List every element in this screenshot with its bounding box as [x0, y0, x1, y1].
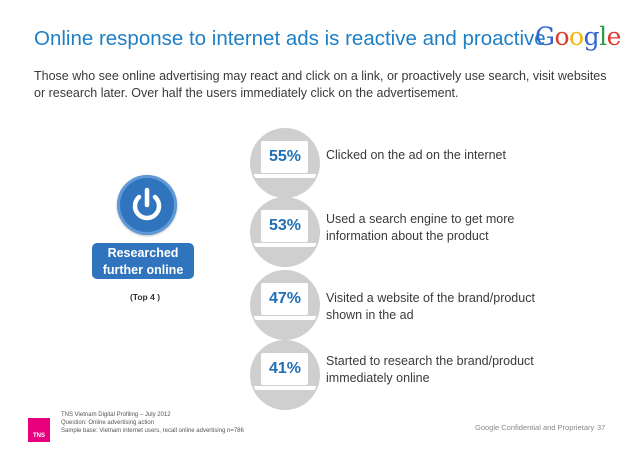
- laptop-base: [254, 386, 316, 390]
- laptop-icon: [261, 353, 308, 385]
- logo-letter: e: [606, 22, 622, 51]
- laptop-base: [254, 316, 316, 320]
- stat-percent: 47%: [268, 290, 302, 307]
- laptop-icon: [261, 141, 308, 173]
- top-four-note: (Top 4 ): [129, 292, 161, 302]
- page-subtitle: Those who see online advertising may rea…: [34, 69, 607, 100]
- researched-badge: Researched further online: [92, 243, 194, 279]
- logo-letter: l: [599, 22, 607, 51]
- page-title: Online response to internet ads is react…: [34, 27, 546, 50]
- confidential-notice: Google Confidential and Proprietary: [475, 423, 595, 432]
- laptop-base: [254, 174, 316, 178]
- stat-line: Clicked on the ad on the internet: [326, 148, 506, 162]
- badge-line: Researched: [107, 246, 179, 260]
- stat-circle: 53%: [250, 197, 320, 267]
- stat-line: immediately online: [326, 371, 430, 385]
- stat-circle: 55%: [250, 128, 320, 198]
- logo-letter: o: [569, 22, 584, 51]
- stat-line: shown in the ad: [326, 308, 414, 322]
- footer-source: TNS Vietnam Digital Profiling – July 201…: [61, 411, 244, 435]
- footer-line: Sample base: Vietnam internet users, rec…: [61, 428, 244, 434]
- logo-letter: g: [583, 22, 600, 51]
- laptop-icon: [261, 210, 308, 242]
- stat-circle: 47%: [250, 270, 320, 340]
- stat-line: Visited a website of the brand/product: [326, 291, 535, 305]
- stat-description: Used a search engine to get more informa…: [326, 211, 566, 245]
- stat-line: Started to research the brand/product: [326, 354, 534, 368]
- stat-percent: 55%: [268, 148, 302, 165]
- power-icon: [117, 175, 177, 235]
- stat-line: Used a search engine to get more: [326, 212, 515, 226]
- logo-letter: o: [554, 22, 570, 51]
- google-logo: Google: [535, 22, 621, 51]
- stat-description: Visited a website of the brand/product s…: [326, 290, 566, 324]
- stat-line: information about the product: [326, 229, 489, 243]
- laptop-icon: [261, 283, 308, 315]
- stat-description: Started to research the brand/product im…: [326, 353, 566, 387]
- badge-line: further online: [102, 263, 184, 277]
- stat-percent: 53%: [268, 217, 302, 234]
- tns-logo: TNS: [28, 418, 50, 442]
- stat-percent: 41%: [268, 360, 302, 377]
- logo-letter: G: [535, 22, 555, 51]
- footer-line: Question: Online advertising action: [61, 420, 155, 426]
- laptop-base: [254, 243, 316, 247]
- page-number: 37: [597, 423, 606, 432]
- stat-description: Clicked on the ad on the internet: [326, 147, 566, 164]
- stat-circle: 41%: [250, 340, 320, 410]
- footer-line: TNS Vietnam Digital Profiling – July 201…: [61, 412, 171, 418]
